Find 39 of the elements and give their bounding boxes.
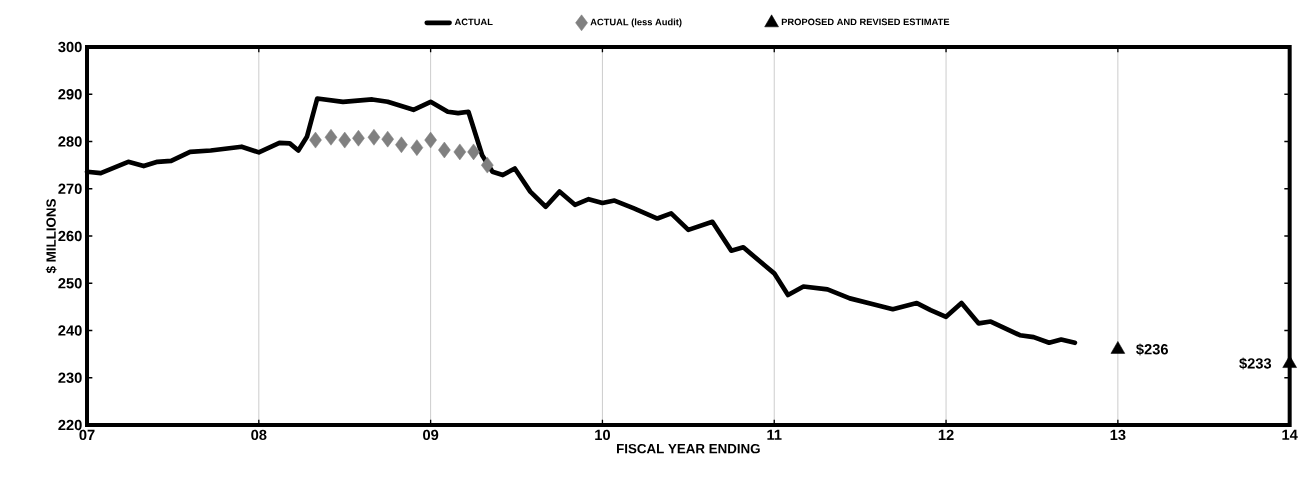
point	[395, 136, 408, 154]
y-tick-label: 230	[58, 372, 82, 383]
y-tick-label: 220	[58, 419, 82, 431]
y-tick-label: 300	[58, 41, 82, 53]
point	[1110, 341, 1126, 354]
point	[424, 131, 437, 149]
data-label: $233	[1239, 357, 1272, 370]
y-tick-label: 260	[58, 230, 82, 242]
point	[481, 156, 494, 174]
y-tick-label: 240	[58, 325, 82, 336]
point	[1282, 355, 1297, 368]
point	[381, 130, 394, 148]
point	[338, 131, 351, 149]
legend-label: PROPOSED AND REVISED ESTIMATE	[781, 18, 950, 26]
point	[309, 131, 322, 149]
point	[410, 139, 424, 156]
x-tick-label: 10	[595, 429, 610, 441]
x-tick-label: 14	[1282, 429, 1298, 440]
legend-label: ACTUAL (less Audit)	[590, 18, 682, 28]
legend-label: ACTUAL	[454, 18, 493, 26]
y-axis-title: $ MILLIONS	[45, 199, 57, 274]
point	[453, 143, 467, 161]
point	[467, 143, 480, 161]
y-tick-label: 270	[58, 183, 82, 194]
x-axis-title: FISCAL YEAR ENDING	[617, 443, 760, 454]
point	[352, 129, 365, 147]
x-tick-label: 07	[79, 429, 95, 441]
y-tick-label: 290	[58, 89, 82, 100]
data-label: $236	[1136, 343, 1168, 356]
x-tick-label: 11	[767, 429, 782, 440]
x-tick-label: 09	[423, 429, 439, 441]
point	[324, 128, 338, 146]
x-tick-label: 13	[1110, 429, 1126, 441]
point	[438, 141, 451, 159]
y-tick-label: 280	[58, 136, 82, 147]
x-tick-label: 12	[938, 429, 954, 440]
x-tick-label: 08	[251, 429, 267, 441]
y-tick-label: 250	[58, 278, 82, 289]
point	[367, 128, 381, 146]
